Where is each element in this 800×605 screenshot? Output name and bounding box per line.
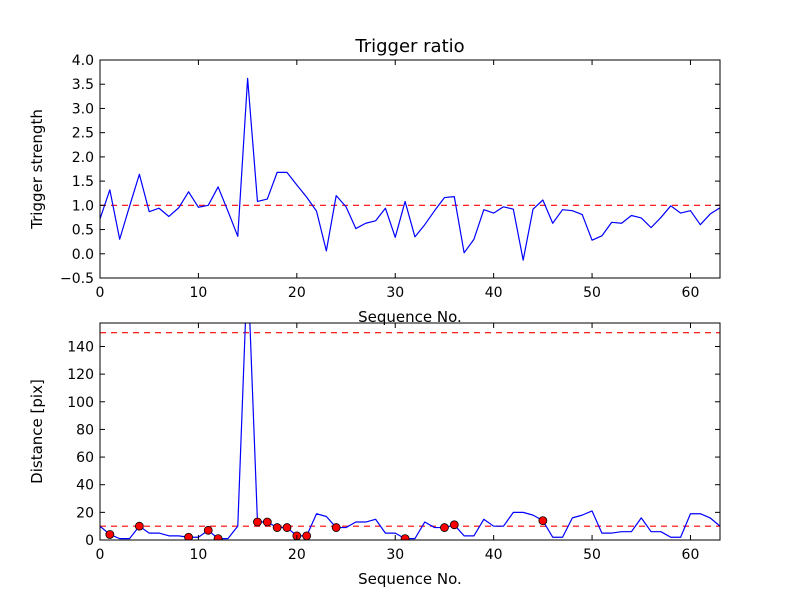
marker-point-1-11 [331,523,341,532]
y-tick-label-1-5: 100 [67,395,94,411]
marker-point-1-1 [134,521,144,531]
marker-point-1-12 [400,534,410,540]
axes-frame-0 [99,59,721,279]
y-tick-label-0-5: 2.0 [72,150,94,166]
x-axis-label-0: Sequence No. [358,308,462,326]
y-tick-label-1-3: 60 [76,450,94,466]
x-tick-label-0-6: 60 [682,285,700,301]
x-tick-label-1-2: 20 [288,547,306,563]
y-tick-label-1-0: 0 [85,533,94,549]
x-tick-label-0-5: 50 [583,285,601,301]
y-tick-label-0-9: 4.0 [72,53,94,69]
subplot-0: 0 10 20 30 40 50 60 −0.5 0.0 0.5 1.0 1.5 2.0 2.5 3.0 3.… [28,36,721,326]
marker-point-1-5 [253,517,262,527]
y-axis-label-0: Trigger strength [28,109,46,230]
y-tick-label-1-4: 80 [76,422,94,438]
x-tick-label-0-4: 40 [485,285,503,301]
y-tick-label-1-1: 20 [76,505,94,521]
subplot-1: 0 10 20 30 40 50 60 0 20 40 60 80 100 120 140 Sequence … [28,322,721,588]
y-tick-label-0-2: 0.5 [72,223,94,239]
y-tick-label-1-2: 40 [76,478,94,494]
y-tick-label-0-6: 2.5 [72,126,94,142]
x-tick-label-1-5: 50 [583,547,601,563]
x-tick-label-0-2: 20 [288,285,306,301]
marker-point-1-13 [440,523,449,532]
y-tick-label-0-8: 3.5 [72,77,94,93]
axes-frame-1 [99,322,721,541]
x-tick-label-1-4: 40 [485,547,503,563]
marker-point-1-10 [302,531,312,540]
x-tick-label-1-0: 0 [96,547,105,563]
x-tick-label-1-1: 10 [189,547,207,563]
y-tick-label-0-0: −0.5 [60,271,94,287]
y-tick-label-0-3: 1.0 [72,198,94,214]
marker-point-1-15 [538,516,548,526]
marker-point-1-8 [282,523,292,532]
chart-title-0: Trigger ratio [354,36,464,57]
x-tick-label-1-3: 30 [386,547,404,563]
marker-point-1-6 [262,517,272,527]
marker-point-1-14 [449,520,459,530]
series-line-1-0 [100,323,720,540]
x-tick-label-0-3: 30 [386,285,404,301]
x-tick-label-0-0: 0 [96,285,105,301]
y-tick-label-0-1: 0.0 [72,247,94,263]
marker-point-1-4 [213,534,223,540]
marker-point-1-3 [203,525,213,535]
y-axis-label-1: Distance [pix] [28,379,46,484]
x-tick-label-1-6: 60 [682,547,700,563]
x-axis-label-1: Sequence No. [358,570,462,588]
y-tick-label-1-7: 140 [67,339,94,355]
x-tick-label-0-1: 10 [189,285,207,301]
marker-point-1-2 [184,532,193,540]
marker-point-1-7 [272,523,282,532]
marker-point-1-0 [105,530,115,539]
series-line-0-0 [100,77,720,261]
y-tick-label-0-4: 1.5 [72,174,94,190]
y-tick-label-0-7: 3.0 [72,101,94,117]
y-tick-label-1-6: 120 [67,367,94,383]
